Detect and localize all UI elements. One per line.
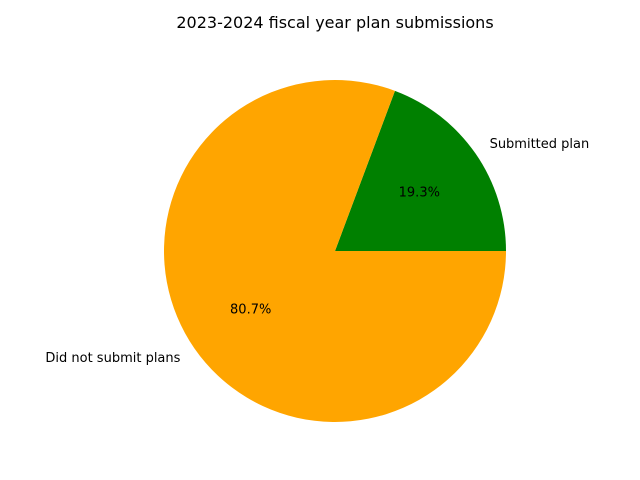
slice-label-2: Did not submit plans (45, 351, 180, 366)
slice-label-1: Submitted plan (490, 137, 590, 152)
slice-percent-label-2: 80.7% (230, 302, 271, 317)
chart-title: 2023-2024 fiscal year plan submissions (176, 13, 493, 32)
pie-slices (164, 79, 506, 422)
slice-percent-label-1: 19.3% (399, 186, 440, 201)
pie-labels: Submitted plan 19.3% Did not submit plans 8… (45, 137, 589, 366)
pie-slice-1 (335, 90, 506, 251)
pie-slice-2 (164, 79, 506, 422)
